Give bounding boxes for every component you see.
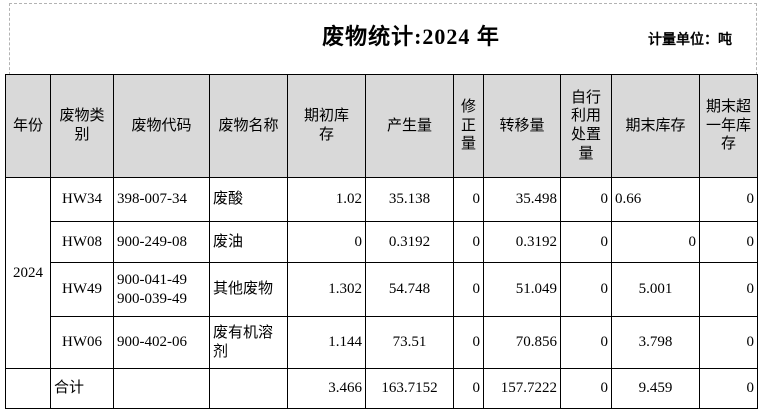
col-header-over-one-year-stock: 期末超 一年库 存 (699, 74, 758, 178)
cell-generated: 163.7152 (365, 368, 454, 409)
table-row: HW06 900-402-06 废有机溶剂 1.144 73.51 0 70.8… (6, 316, 758, 369)
cell-correction: 0 (453, 368, 484, 409)
cell-generated: 73.51 (365, 316, 454, 369)
cell-correction: 0 (453, 221, 484, 263)
col-header-correction: 修 正 量 (453, 74, 484, 178)
total-label: 合计 (50, 368, 114, 409)
table-row: HW08 900-249-08 废油 0 0.3192 0 0.3192 0 0… (6, 221, 758, 263)
cell-over-one-year-stock: 0 (699, 262, 758, 317)
cell-over-one-year-stock: 0 (699, 177, 758, 222)
cell-transferred: 0.3192 (483, 221, 561, 263)
cell-over-one-year-stock: 0 (699, 368, 758, 409)
cell-category: HW06 (50, 316, 114, 369)
cell-name-empty (209, 368, 288, 409)
cell-self-disposal: 0 (560, 221, 612, 263)
cell-closing-stock: 0 (611, 221, 700, 263)
cell-self-disposal: 0 (560, 262, 612, 317)
cell-code: 900-041-49 900-039-49 (113, 262, 210, 317)
col-header-category: 废物类 别 (50, 74, 114, 178)
col-header-self-disposal: 自行 利用 处置 量 (560, 74, 612, 178)
col-header-generated: 产生量 (365, 74, 454, 178)
cell-category: HW08 (50, 221, 114, 263)
cell-year: 2024 (5, 177, 51, 369)
page-title: 废物统计:2024 年 (322, 24, 500, 49)
cell-transferred: 157.7222 (483, 368, 561, 409)
cell-code: 900-402-06 (113, 316, 210, 369)
cell-transferred: 35.498 (483, 177, 561, 222)
cell-over-one-year-stock: 0 (699, 221, 758, 263)
col-header-transferred: 转移量 (483, 74, 561, 178)
cell-correction: 0 (453, 177, 484, 222)
cell-name: 其他废物 (209, 262, 288, 317)
cell-code: 900-249-08 (113, 221, 210, 263)
col-header-code: 废物代码 (113, 74, 210, 178)
col-header-opening-stock: 期初库 存 (287, 74, 366, 178)
cell-over-one-year-stock: 0 (699, 316, 758, 369)
waste-statistics-table: 年份 废物类 别 废物代码 废物名称 期初库 存 产生量 修 正 量 转移量 自… (5, 74, 758, 409)
cell-closing-stock: 0.66 (611, 177, 700, 222)
cell-opening-stock: 1.144 (287, 316, 366, 369)
cell-closing-stock: 9.459 (611, 368, 700, 409)
cell-self-disposal: 0 (560, 316, 612, 369)
cell-transferred: 51.049 (483, 262, 561, 317)
col-header-closing-stock: 期末库存 (611, 74, 700, 178)
cell-name: 废油 (209, 221, 288, 263)
header-row: 年份 废物类 别 废物代码 废物名称 期初库 存 产生量 修 正 量 转移量 自… (5, 74, 758, 178)
cell-generated: 35.138 (365, 177, 454, 222)
cell-opening-stock: 3.466 (287, 368, 366, 409)
cell-self-disposal: 0 (560, 177, 612, 222)
cell-code: 398-007-34 (113, 177, 210, 222)
cell-generated: 54.748 (365, 262, 454, 317)
cell-opening-stock: 1.02 (287, 177, 366, 222)
total-row: 合计 3.466 163.7152 0 157.7222 0 9.459 0 (5, 368, 758, 409)
table-row: HW49 900-041-49 900-039-49 其他废物 1.302 54… (6, 262, 758, 317)
cell-name: 废酸 (209, 177, 288, 222)
cell-correction: 0 (453, 316, 484, 369)
col-header-name: 废物名称 (209, 74, 288, 178)
cell-name: 废有机溶剂 (209, 316, 288, 369)
unit-label: 计量单位：吨 (648, 33, 732, 48)
cell-correction: 0 (453, 262, 484, 317)
cell-category: HW34 (50, 177, 114, 222)
cell-self-disposal: 0 (560, 368, 612, 409)
cell-code-empty (113, 368, 210, 409)
cell-closing-stock: 3.798 (611, 316, 700, 369)
cell-closing-stock: 5.001 (611, 262, 700, 317)
cell-category: HW49 (50, 262, 114, 317)
cell-generated: 0.3192 (365, 221, 454, 263)
cell-opening-stock: 1.302 (287, 262, 366, 317)
col-header-year: 年份 (5, 74, 51, 178)
cell-opening-stock: 0 (287, 221, 366, 263)
cell-transferred: 70.856 (483, 316, 561, 369)
cell-year-empty (5, 368, 51, 409)
table-row: 2024 HW34 398-007-34 废酸 1.02 35.138 0 35… (5, 177, 758, 369)
